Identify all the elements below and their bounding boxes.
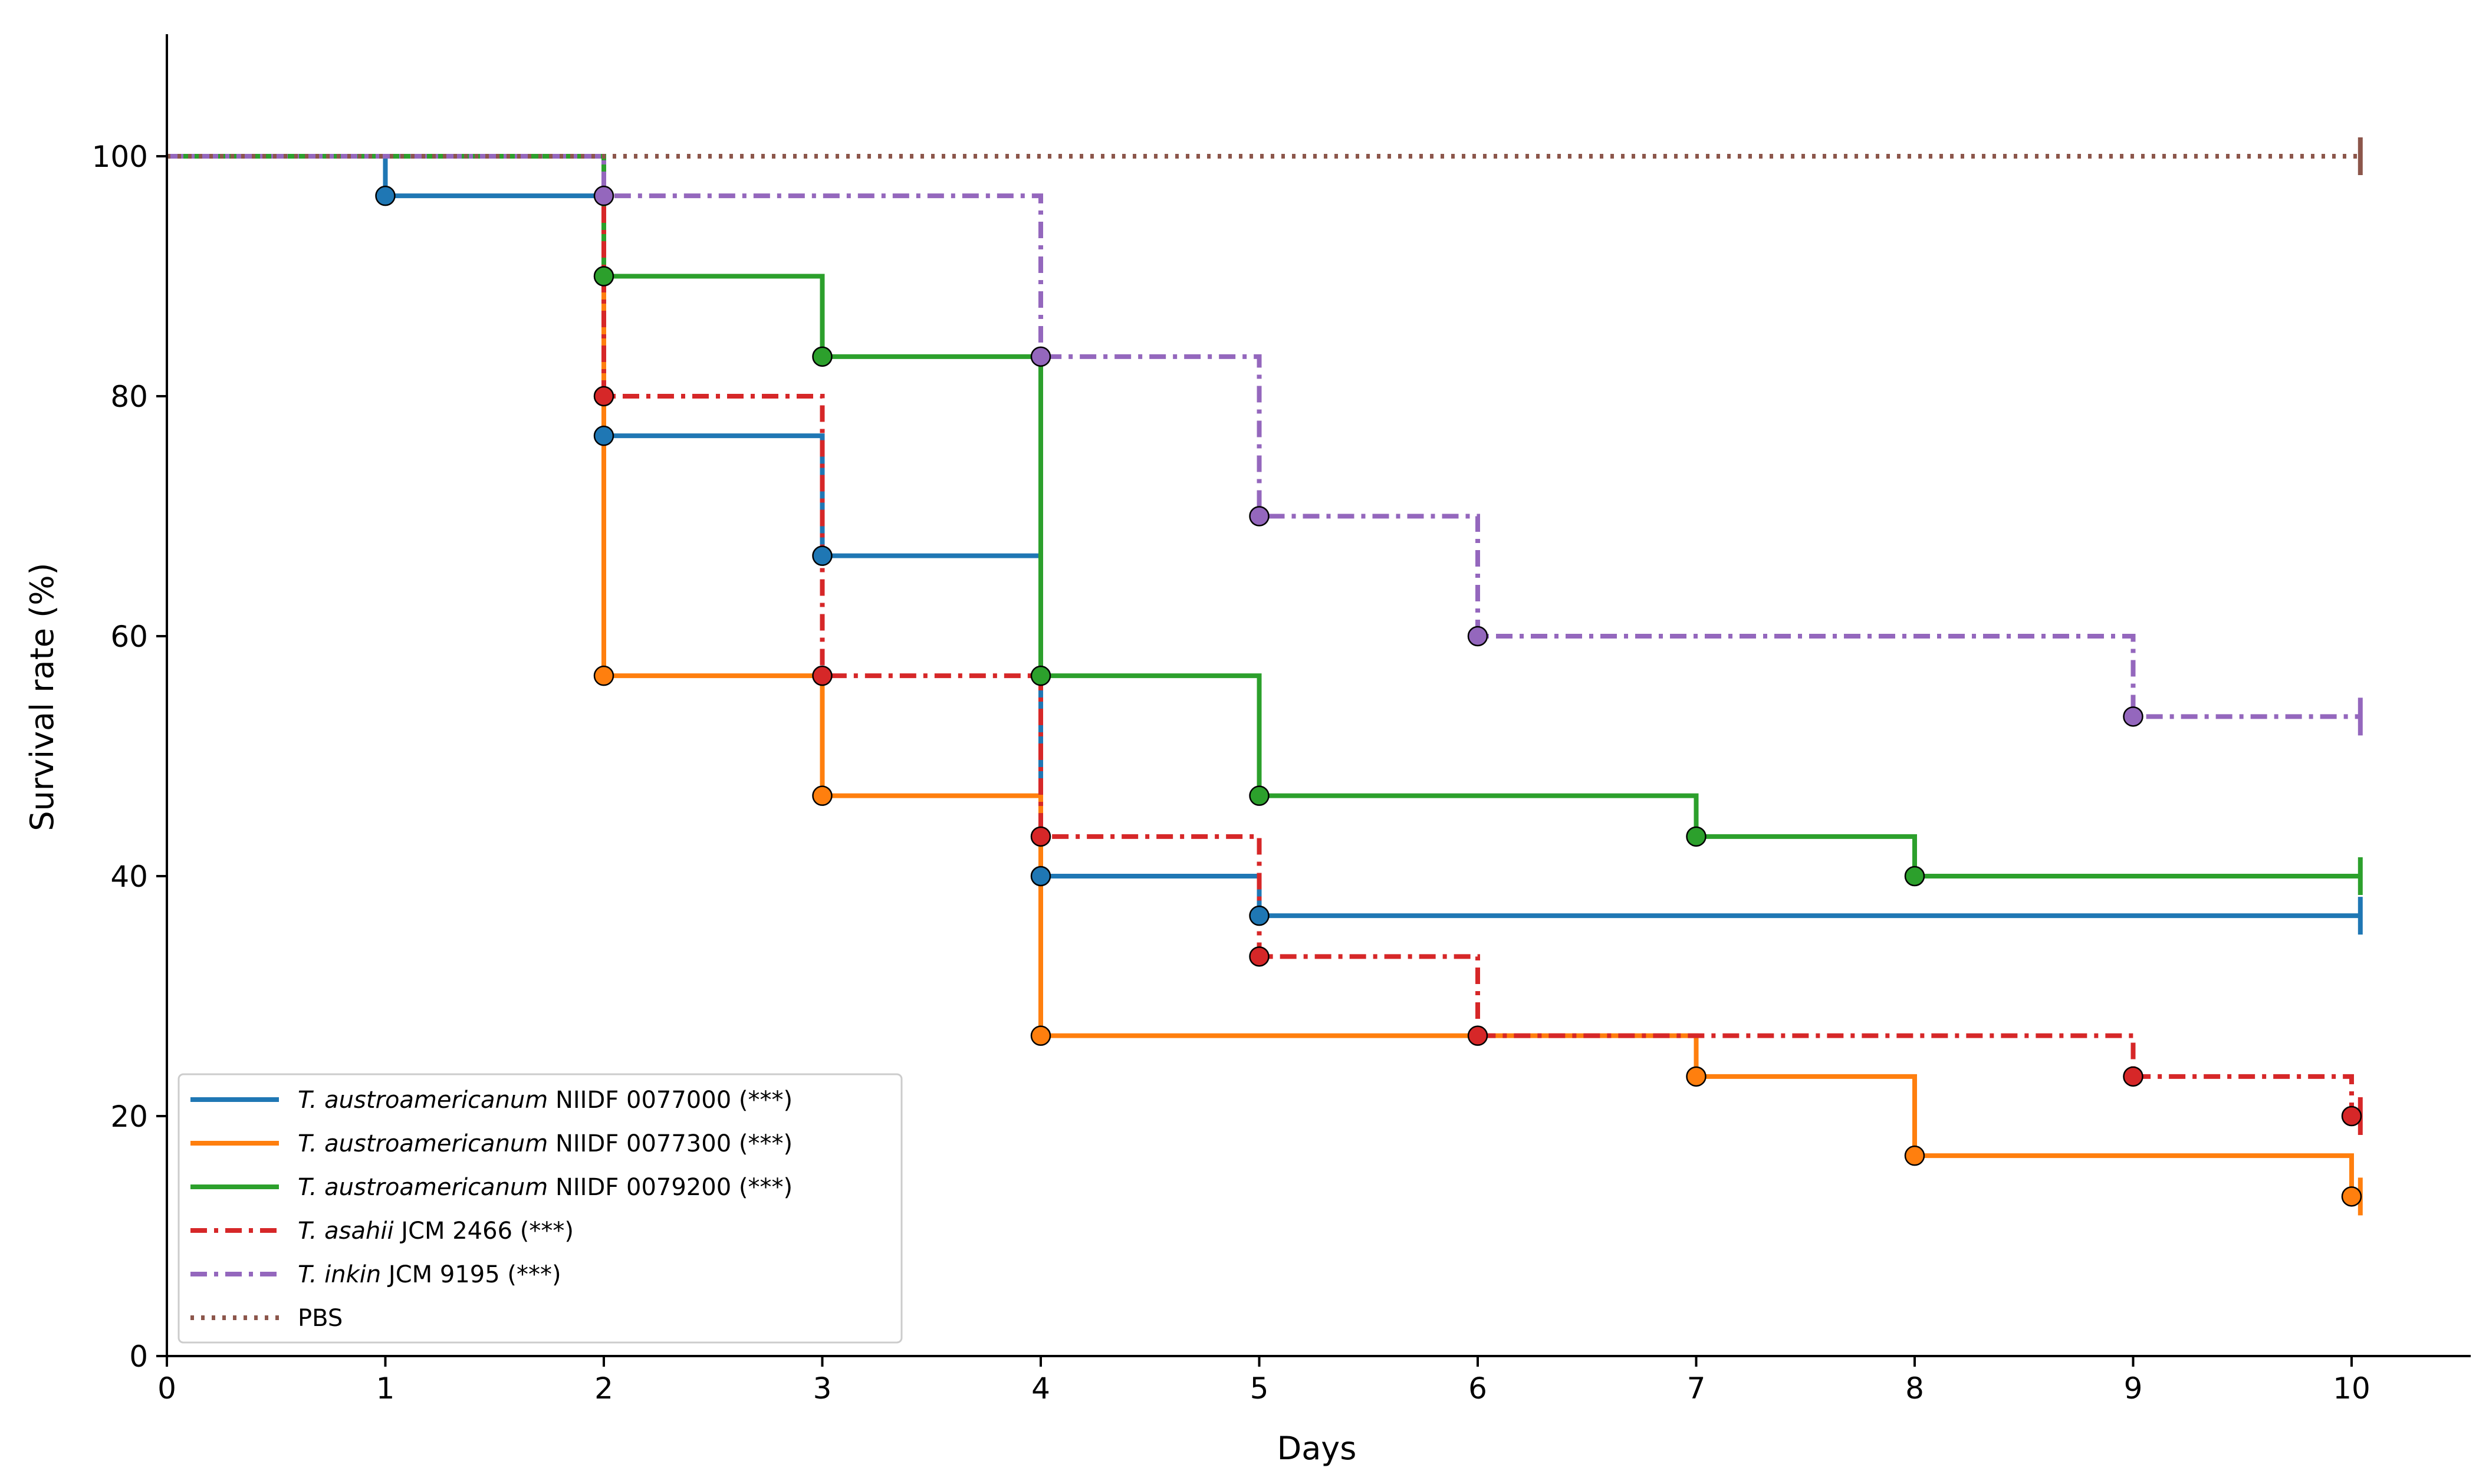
- legend-label-1: T. austroamericanum NIIDF 0077000 (***): [298, 1087, 793, 1114]
- event-point-1-1: [375, 185, 396, 206]
- y-tick-label-80: 80: [110, 380, 148, 414]
- x-tick-label-1: 1: [376, 1371, 395, 1406]
- x-tick-label-5: 5: [1250, 1371, 1269, 1406]
- x-tick-label-7: 7: [1687, 1371, 1706, 1406]
- y-tick-label-0: 0: [129, 1340, 148, 1374]
- event-point-4-5: [1467, 1025, 1488, 1046]
- y-tick-label-100: 100: [92, 140, 148, 174]
- event-point-5-1: [593, 185, 614, 206]
- event-point-3-1: [593, 266, 614, 287]
- legend-label-6: PBS: [298, 1305, 343, 1332]
- event-point-3-2: [812, 346, 833, 367]
- series-line-4: [167, 154, 2360, 1118]
- legend-label-5: T. inkin JCM 9195 (***): [298, 1261, 561, 1288]
- event-point-3-3: [1030, 665, 1051, 686]
- event-point-2-6: [2341, 1186, 2362, 1207]
- x-tick-label-4: 4: [1031, 1371, 1050, 1406]
- event-point-5-5: [2123, 706, 2143, 727]
- legend-species-4: T. asahii: [298, 1218, 394, 1245]
- legend-label-2: T. austroamericanum NIIDF 0077300 (***): [298, 1130, 793, 1157]
- event-point-3-4: [1249, 785, 1270, 806]
- x-axis-title: Days: [1277, 1430, 1357, 1467]
- y-tick-label-40: 40: [110, 860, 148, 894]
- legend-label-4: T. asahii JCM 2466 (***): [298, 1218, 574, 1245]
- event-point-3-6: [1904, 866, 1925, 887]
- event-point-4-3: [1030, 826, 1051, 847]
- x-tick-label-0: 0: [157, 1371, 176, 1406]
- legend-species-3: T. austroamericanum: [298, 1174, 548, 1201]
- legend-species-2: T. austroamericanum: [298, 1130, 548, 1157]
- marker-layer: [375, 185, 2362, 1207]
- event-point-2-1: [593, 665, 614, 686]
- event-point-1-2: [593, 425, 614, 446]
- event-point-3-5: [1686, 826, 1707, 847]
- x-tick-label-9: 9: [2124, 1371, 2143, 1406]
- series-line-2: [167, 154, 2360, 1199]
- event-point-1-5: [1249, 905, 1270, 926]
- legend-strain-4: JCM 2466 (***): [394, 1218, 574, 1245]
- legend-strain-3: NIIDF 0079200 (***): [548, 1174, 793, 1201]
- legend-strain-5: JCM 9195 (***): [381, 1261, 561, 1288]
- legend-frame: [177, 1073, 903, 1344]
- event-point-2-3: [1030, 1025, 1051, 1046]
- event-point-5-4: [1467, 626, 1488, 647]
- series-line-5: [167, 154, 2360, 719]
- y-tick-label-60: 60: [110, 620, 148, 654]
- event-point-2-2: [812, 785, 833, 806]
- event-point-1-4: [1030, 866, 1051, 887]
- x-tick-label-6: 6: [1468, 1371, 1487, 1406]
- event-point-5-3: [1249, 506, 1270, 527]
- y-axis-title: Survival rate (%): [24, 562, 61, 831]
- y-tick-label-20: 20: [110, 1100, 148, 1134]
- event-point-4-4: [1249, 946, 1270, 967]
- x-tick-label-2: 2: [594, 1371, 613, 1406]
- x-tick-label-10: 10: [2333, 1371, 2370, 1406]
- legend-strain-2: NIIDF 0077300 (***): [548, 1130, 793, 1157]
- event-point-4-2: [812, 665, 833, 686]
- legend-label-3: T. austroamericanum NIIDF 0079200 (***): [298, 1174, 793, 1201]
- x-tick-label-8: 8: [1905, 1371, 1924, 1406]
- event-point-1-3: [812, 545, 833, 566]
- event-point-4-1: [593, 386, 614, 407]
- x-tick-label-3: 3: [813, 1371, 832, 1406]
- legend-species-1: T. austroamericanum: [298, 1087, 548, 1114]
- series-line-3: [167, 154, 2360, 878]
- legend-strain-1: NIIDF 0077000 (***): [548, 1087, 793, 1114]
- event-point-2-4: [1686, 1066, 1707, 1087]
- legend-species-5: T. inkin: [298, 1261, 381, 1288]
- event-point-4-6: [2123, 1066, 2143, 1087]
- event-point-4-7: [2341, 1105, 2362, 1127]
- event-point-5-2: [1030, 346, 1051, 367]
- legend: T. austroamericanum NIIDF 0077000 (***)T…: [177, 1073, 903, 1344]
- event-point-2-5: [1904, 1145, 1925, 1166]
